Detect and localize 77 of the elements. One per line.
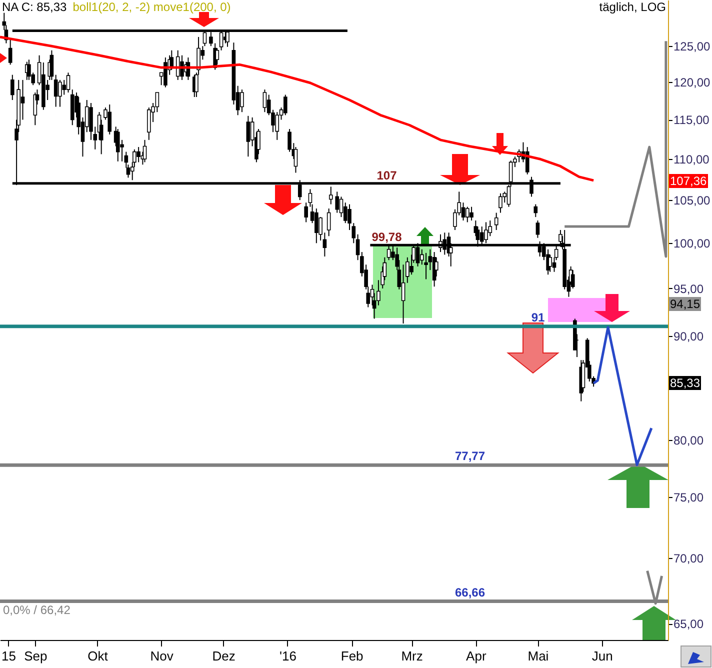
candlestick <box>142 139 147 163</box>
candlestick <box>62 79 66 96</box>
candlestick <box>339 196 344 218</box>
x-tick-label: Jun <box>592 648 613 664</box>
x-tick-label: Mai <box>528 648 549 664</box>
candlestick <box>335 191 339 214</box>
candlestick <box>176 50 180 80</box>
candlestick <box>434 256 438 277</box>
annotation: 99,78 <box>372 230 402 244</box>
y-tick-label: 120,00 <box>674 76 711 90</box>
annotation: 107 <box>376 168 398 182</box>
y-tick-label: 110,00 <box>674 152 710 166</box>
candlestick <box>326 208 331 237</box>
text: 94,15 <box>669 297 702 311</box>
candlestick <box>329 186 333 205</box>
chart-title: NA C: 85,33 <box>2 0 67 14</box>
candlestick <box>570 270 575 289</box>
y-tick-label: 70,00 <box>674 552 704 566</box>
candlestick <box>58 79 62 108</box>
candlestick <box>54 74 58 108</box>
candlestick <box>314 208 318 244</box>
candlestick <box>8 39 12 66</box>
y-tick-label: 95,00 <box>674 282 704 296</box>
annotation: boll1(20, 2, -2) move1(200, 0) <box>72 0 231 14</box>
candlestick <box>284 94 288 116</box>
candlestick <box>66 72 70 94</box>
annotation: täglich, LOG <box>599 0 666 14</box>
line-series <box>0 36 595 182</box>
y-tick-label: 105,00 <box>674 194 711 208</box>
candlestick <box>116 128 120 162</box>
candlestick <box>294 146 298 174</box>
candlestick <box>470 206 474 221</box>
candlestick <box>534 204 538 218</box>
x-tick-label: Apr <box>466 648 487 664</box>
y-tick-label: 75,00 <box>674 490 704 505</box>
candlestick <box>50 50 54 80</box>
ref-line-label: 77,77 <box>454 449 486 464</box>
candlestick <box>108 104 112 135</box>
y-tick-label: 80,00 <box>674 434 704 448</box>
y-tick-label: 115,00 <box>674 113 710 128</box>
line-series <box>592 326 653 466</box>
candlestick <box>536 220 540 238</box>
candlestick <box>155 92 160 113</box>
annotation: 0,0% / 66,42 <box>3 603 70 617</box>
candlestick <box>147 107 151 140</box>
candlestick <box>136 146 140 163</box>
candlestick <box>494 212 498 230</box>
ref-line-label: 91 <box>531 310 545 324</box>
x-tick-label: '16 <box>279 648 296 664</box>
x-tick-label: Sep <box>24 648 48 664</box>
y-tick-label: 125,00 <box>674 40 711 54</box>
x-tick-label: Dez <box>212 648 236 664</box>
candlestick <box>246 115 250 158</box>
candlestick <box>525 146 530 175</box>
candlestick <box>498 192 502 214</box>
candlestick <box>401 264 406 324</box>
x-tick-label: Mrz <box>401 648 423 664</box>
candlestick <box>461 202 466 221</box>
candlestick <box>10 74 14 100</box>
x-tick-label: Nov <box>150 648 174 664</box>
candlestick <box>262 89 267 113</box>
line-series <box>563 40 668 258</box>
text: 85,33 <box>669 376 702 390</box>
y-tick-label: 100,00 <box>674 236 711 251</box>
candlestick <box>465 206 470 223</box>
candlestick <box>164 56 168 88</box>
x-tick-label: Feb <box>340 648 364 664</box>
candlestick <box>424 252 428 280</box>
ref-line-label: 66,66 <box>454 585 486 600</box>
y-tick-label: 90,00 <box>674 330 704 344</box>
candlestick <box>275 112 280 140</box>
candlestick <box>215 48 220 66</box>
text: 107,36 <box>669 174 708 188</box>
candlestick <box>240 89 244 113</box>
x-tick-label: Okt <box>88 648 108 664</box>
y-tick-label: 65,00 <box>674 617 704 632</box>
x-tick-label: 15 <box>2 648 16 664</box>
